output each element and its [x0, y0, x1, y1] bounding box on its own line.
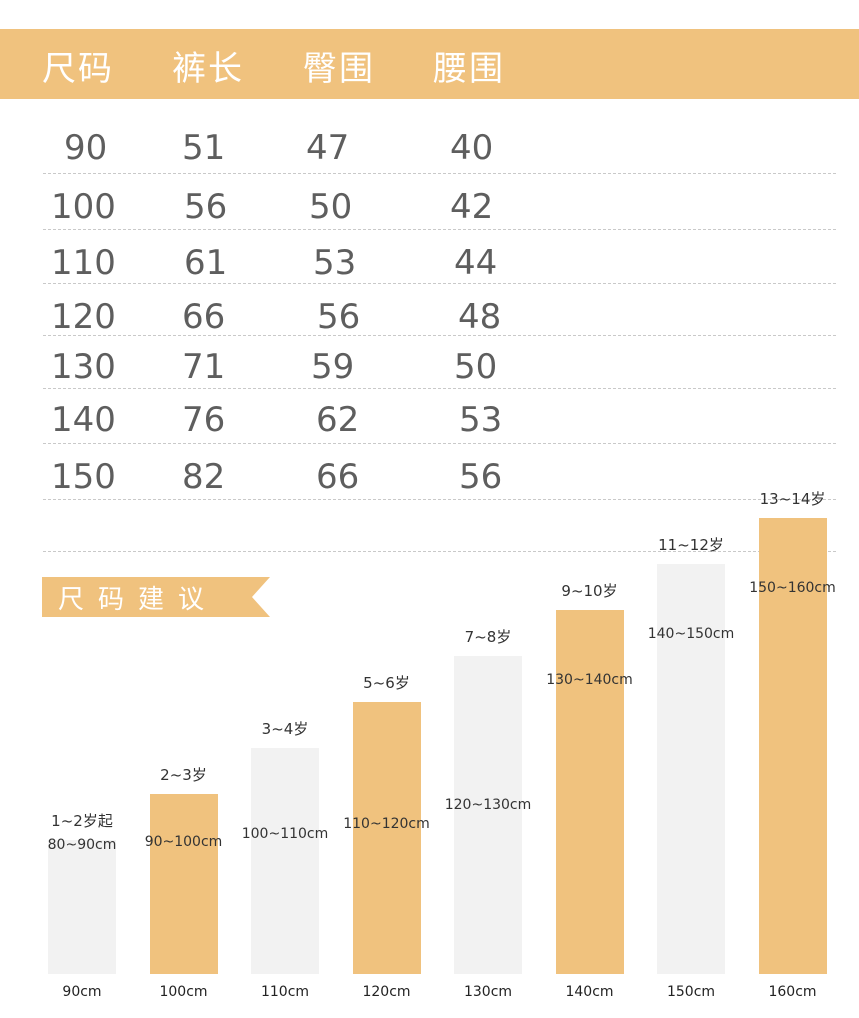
bar-range-label: 100~110cm	[241, 826, 329, 842]
cell-waist: 56	[459, 457, 503, 497]
cell-length: 61	[184, 243, 228, 283]
size-suggestion-title: 尺码建议	[58, 585, 219, 615]
bar	[149, 794, 218, 974]
bar-age-label: 1~2岁起	[51, 812, 113, 830]
row-divider	[43, 283, 836, 284]
header-waist: 腰围	[433, 49, 505, 89]
cell-hip: 62	[316, 400, 360, 440]
x-tick-label: 140cm	[565, 984, 614, 1000]
x-tick-label: 120cm	[362, 984, 411, 1000]
cell-waist: 44	[454, 243, 498, 283]
cell-length: 51	[182, 128, 226, 168]
bar-age-label: 5~6岁	[363, 674, 410, 692]
bar-range-label: 80~90cm	[47, 837, 117, 853]
row-divider	[43, 499, 836, 500]
cell-size: 140	[51, 400, 116, 440]
cell-length: 71	[182, 347, 226, 387]
bar	[454, 656, 522, 974]
bar-age-label: 9~10岁	[561, 582, 618, 600]
row-divider	[43, 388, 836, 389]
bar-range-label: 130~140cm	[546, 672, 633, 688]
row-divider	[43, 229, 836, 230]
bar	[657, 564, 725, 974]
bar-age-label: 2~3岁	[160, 766, 207, 784]
header-size: 尺码	[42, 49, 114, 89]
cell-hip: 53	[313, 243, 357, 283]
cell-length: 76	[182, 400, 226, 440]
cell-waist: 48	[458, 297, 502, 337]
header-hip: 臀围	[303, 49, 375, 89]
cell-waist: 40	[450, 128, 494, 168]
x-tick-label: 90cm	[62, 984, 102, 1000]
bar-range-label: 110~120cm	[343, 816, 430, 832]
cell-size: 120	[51, 297, 116, 337]
cell-size: 150	[51, 457, 116, 497]
x-tick-label: 160cm	[768, 984, 817, 1000]
cell-size: 90	[64, 128, 108, 168]
cell-length: 66	[182, 297, 226, 337]
bar-age-label: 13~14岁	[759, 490, 826, 508]
cell-length: 56	[184, 187, 228, 227]
bar-range-label: 140~150cm	[647, 626, 735, 642]
cell-size: 130	[51, 347, 116, 387]
cell-waist: 42	[450, 187, 494, 227]
bar-range-label: 150~160cm	[749, 580, 836, 596]
size-table-header: 尺码 裤长 臀围 腰围	[0, 29, 859, 99]
bar-age-label: 7~8岁	[464, 628, 512, 646]
bar	[555, 610, 624, 974]
bar-age-label: 11~12岁	[658, 536, 724, 554]
bar-age-label: 3~4岁	[261, 720, 309, 738]
x-tick-label: 110cm	[260, 984, 310, 1000]
bar-range-label: 120~130cm	[444, 797, 532, 813]
bar-range-label: 90~100cm	[144, 834, 223, 850]
cell-size: 110	[51, 243, 116, 283]
bar	[251, 748, 319, 974]
cell-hip: 66	[316, 457, 360, 497]
cell-waist: 53	[459, 400, 503, 440]
x-tick-label: 150cm	[666, 984, 716, 1000]
cell-waist: 50	[454, 347, 498, 387]
bar	[758, 518, 827, 974]
bar	[352, 702, 421, 974]
row-divider	[43, 335, 836, 336]
header-pants-length: 裤长	[172, 49, 244, 89]
cell-hip: 56	[317, 297, 361, 337]
cell-hip: 47	[306, 128, 350, 168]
size-suggestion-ribbon	[42, 577, 270, 617]
cell-hip: 59	[311, 347, 355, 387]
x-tick-label: 100cm	[159, 984, 208, 1000]
section-divider	[43, 551, 836, 552]
cell-length: 82	[182, 457, 226, 497]
x-tick-label: 130cm	[463, 984, 513, 1000]
cell-hip: 50	[309, 187, 353, 227]
cell-size: 100	[51, 187, 116, 227]
row-divider	[43, 443, 836, 444]
row-divider	[43, 173, 836, 174]
bar	[48, 840, 116, 974]
